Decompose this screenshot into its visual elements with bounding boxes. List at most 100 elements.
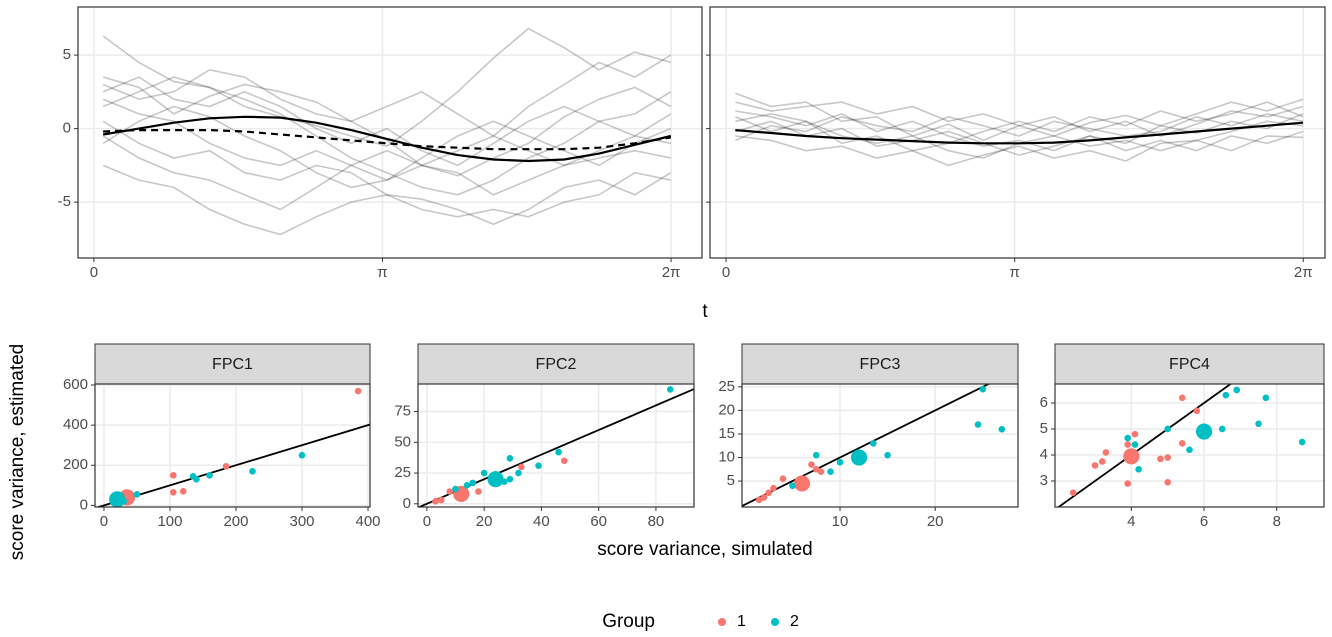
panel-border: [94, 383, 371, 508]
x-tick-label: 400: [356, 513, 381, 530]
y-axis-title: score variance, estimated: [7, 344, 28, 561]
strip: [94, 343, 371, 385]
point: [1193, 407, 1201, 415]
point: [779, 475, 787, 483]
point: [452, 485, 459, 493]
point: [506, 475, 514, 483]
panel-border: [417, 383, 695, 508]
point: [463, 482, 471, 489]
point: [446, 488, 454, 495]
point: [1091, 462, 1099, 469]
point: [487, 471, 504, 488]
point: [827, 468, 834, 475]
point: [120, 498, 128, 505]
x-axis-title: score variance, simulated: [597, 539, 812, 560]
point: [760, 494, 768, 501]
strip-title: FPC3: [860, 356, 901, 373]
y-tick-label: 600: [63, 376, 88, 393]
panel-background: [710, 7, 1325, 258]
point: [1131, 441, 1139, 448]
point: [770, 484, 777, 492]
plot-area: [95, 387, 370, 507]
reference-line: [95, 423, 370, 507]
strip: [417, 343, 695, 385]
panel-border: [709, 6, 1326, 259]
x-tick-label: 40: [533, 513, 550, 530]
panel-background: [742, 384, 1018, 507]
plot-area: [418, 386, 694, 507]
point: [298, 451, 306, 459]
point: [1195, 423, 1213, 440]
reference-line: [742, 384, 991, 507]
plot-area: [734, 92, 1304, 167]
point: [836, 458, 844, 466]
point: [1222, 391, 1230, 399]
x-axis-title: t: [702, 301, 708, 322]
x-tick-label: 100: [157, 513, 182, 530]
y-tick-label: 5: [727, 472, 735, 489]
point: [979, 385, 987, 393]
x-tick-label: 0: [100, 513, 108, 530]
point: [249, 467, 256, 475]
point: [1069, 489, 1077, 496]
x-tick-label: 10: [832, 513, 849, 530]
point: [469, 479, 476, 487]
point: [555, 448, 562, 456]
point: [179, 488, 187, 495]
y-tick-label: -5: [58, 193, 71, 210]
point: [518, 463, 525, 471]
strip-title: FPC4: [1169, 356, 1210, 373]
point: [437, 496, 445, 504]
point: [432, 498, 439, 505]
y-tick-label: 20: [718, 401, 735, 418]
y-tick-label: 15: [718, 425, 735, 442]
x-tick-label: 80: [648, 513, 665, 530]
point: [1102, 449, 1110, 456]
x-tick-label: 4: [1127, 513, 1135, 530]
curve: [734, 113, 1304, 142]
curve: [734, 101, 1304, 152]
curve: [102, 76, 672, 177]
x-tick-label: 0: [722, 264, 730, 281]
plot-area: [1057, 384, 1306, 507]
point: [169, 489, 177, 496]
point: [1131, 430, 1139, 438]
y-tick-label: 5: [1040, 420, 1048, 437]
y-tick-label: 0: [80, 496, 88, 513]
curve: [102, 54, 672, 181]
y-tick-label: 200: [63, 456, 88, 473]
y-tick-label: 5: [63, 46, 71, 63]
curve: [103, 129, 671, 151]
point: [515, 469, 522, 477]
point: [1124, 434, 1132, 442]
legend-label: 1: [737, 613, 746, 630]
legend-swatch: [718, 618, 726, 626]
strip-title: FPC1: [212, 356, 253, 373]
point: [1164, 425, 1171, 433]
point: [1255, 420, 1262, 428]
y-tick-label: 400: [63, 416, 88, 433]
x-tick-label: 20: [476, 513, 493, 530]
point: [765, 489, 772, 497]
point: [1124, 480, 1132, 487]
point: [1233, 386, 1241, 394]
curve: [102, 76, 671, 167]
y-tick-label: 3: [1040, 472, 1048, 489]
point: [793, 475, 811, 492]
y-tick-label: 0: [403, 495, 411, 512]
plot-area: [102, 27, 672, 236]
x-tick-label: 200: [223, 513, 248, 530]
point: [1186, 446, 1193, 454]
point: [133, 491, 141, 498]
point: [475, 488, 482, 495]
legend-swatch: [771, 618, 779, 626]
plot-area: [742, 384, 1006, 507]
point: [1123, 448, 1140, 465]
y-tick-label: 4: [1040, 446, 1048, 463]
point: [480, 469, 488, 477]
point: [1178, 439, 1186, 447]
point: [561, 457, 568, 465]
curve: [735, 101, 1304, 137]
